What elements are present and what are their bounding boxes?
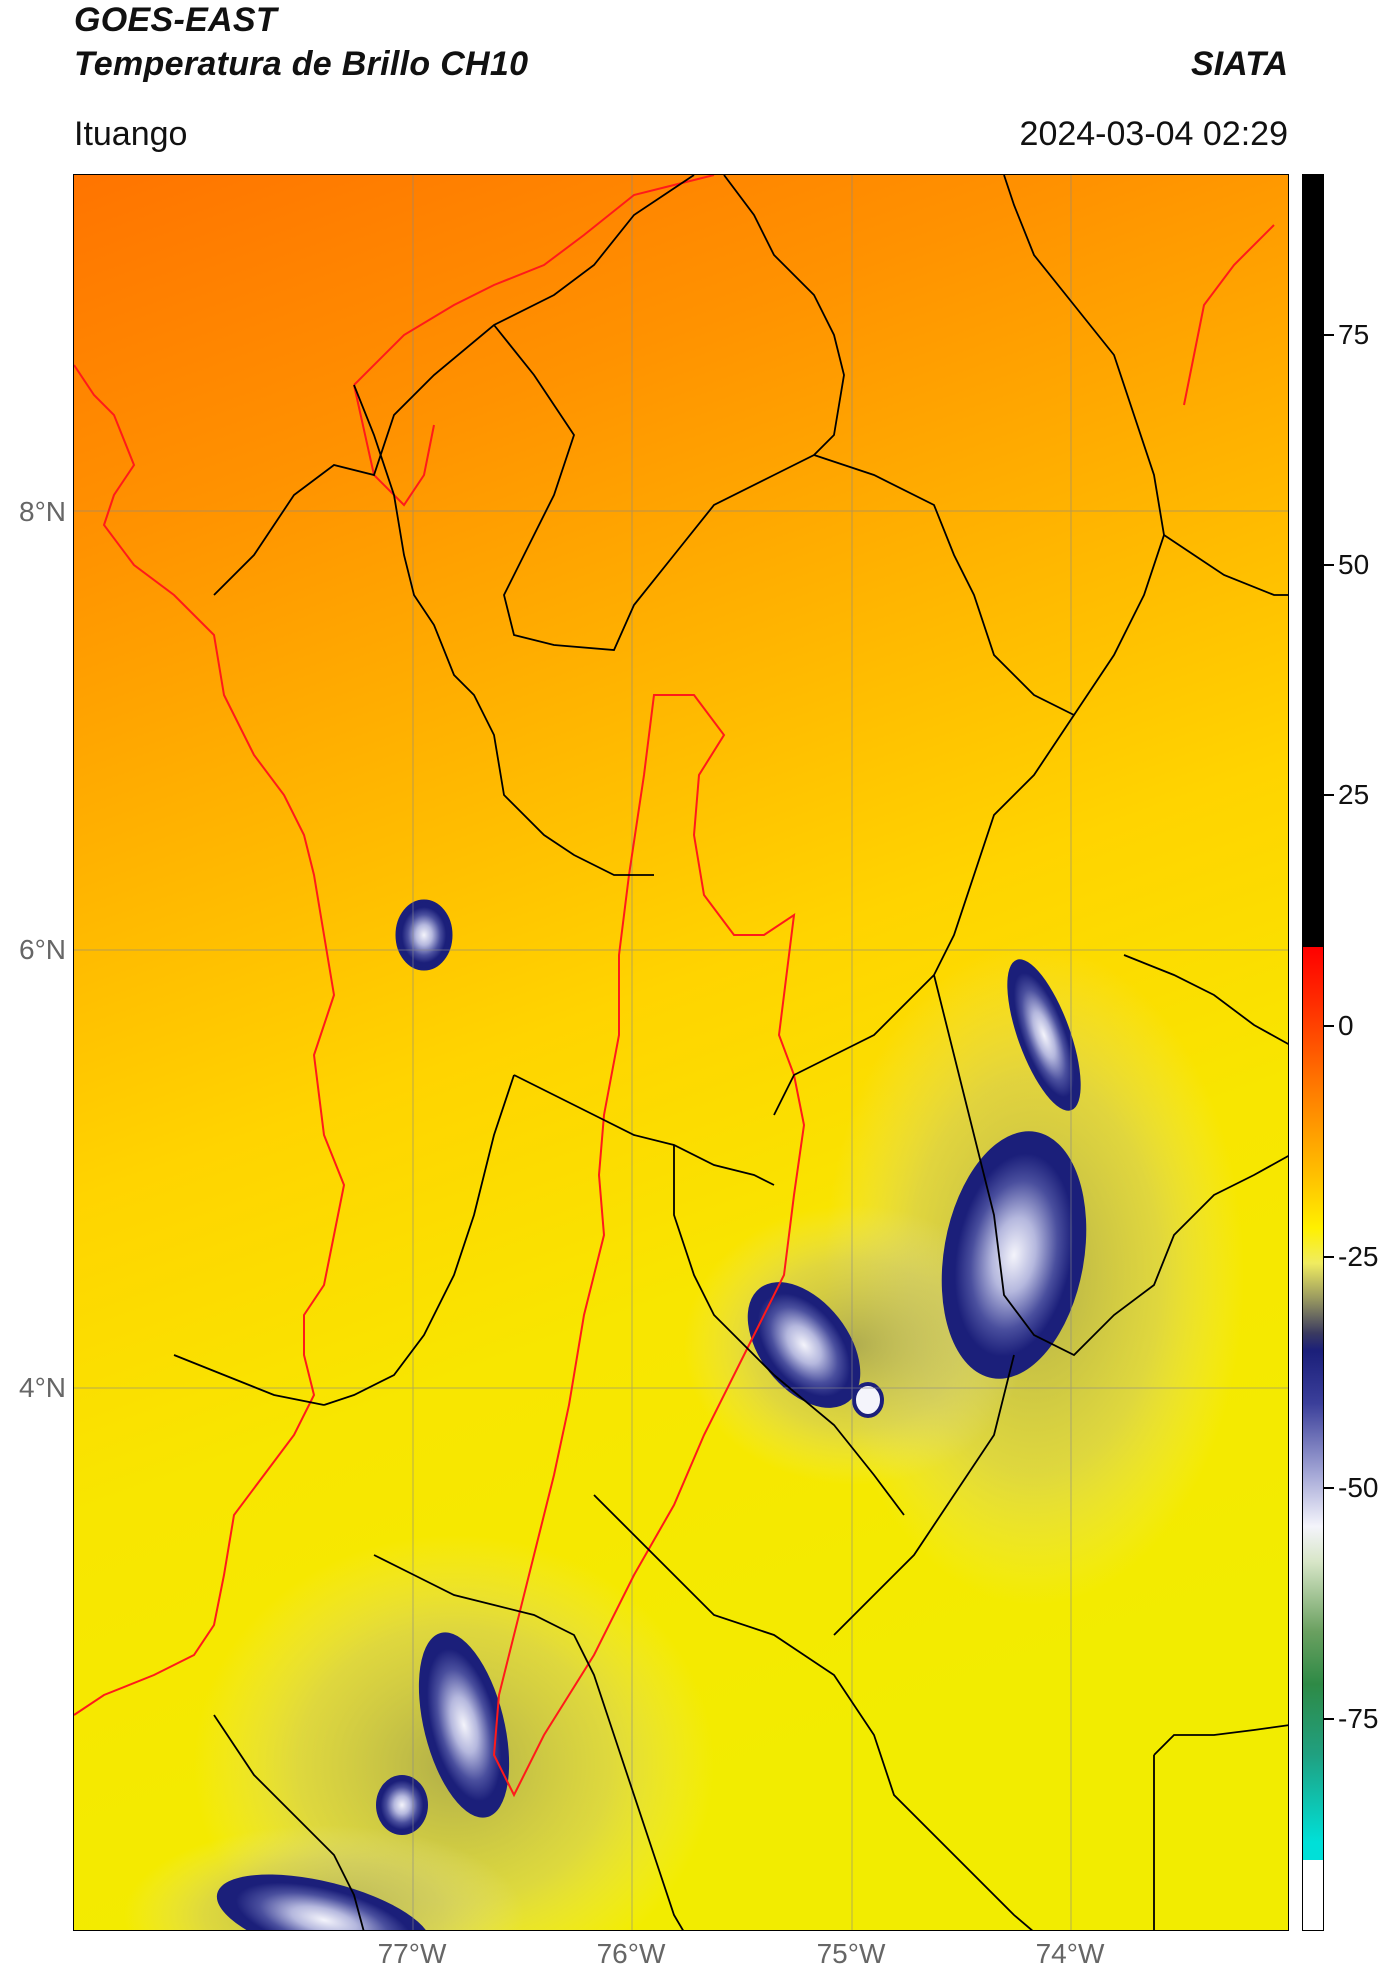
timestamp-label: 2024-03-04 02:29 <box>1019 115 1288 153</box>
lat-label-6n: 6°N <box>19 934 66 965</box>
admin-boundaries <box>173 175 1288 1930</box>
lat-label-4n: 4°N <box>19 1372 66 1403</box>
satellite-map[interactable] <box>73 174 1289 1931</box>
lon-label-74w: 74°W <box>1035 1938 1105 1969</box>
colorbar-label-50: 50 <box>1338 549 1370 580</box>
cloud-cell-west <box>395 899 453 971</box>
lat-label-8n: 8°N <box>19 496 66 527</box>
location-label: Ituango <box>74 115 188 153</box>
colorbar-tick <box>1324 1025 1334 1027</box>
colorbar-label-0: 0 <box>1338 1010 1354 1041</box>
lon-label-76w: 76°W <box>596 1938 666 1969</box>
cloud-cell-east-north <box>1007 959 1081 1111</box>
cloud-cell-small <box>852 1382 884 1418</box>
colorbar-tick <box>1324 794 1334 796</box>
cloud-cell-east-main <box>941 1131 1087 1379</box>
title-line-2: Temperatura de Brillo CH10 <box>74 45 529 83</box>
colorbar-tick <box>1324 1718 1334 1720</box>
lon-label-77w: 77°W <box>377 1938 447 1969</box>
map-canvas <box>74 175 1288 1930</box>
colorbar-tick <box>1324 1487 1334 1489</box>
colorbar-tick <box>1324 564 1334 566</box>
cloud-cell-south <box>418 1632 510 1818</box>
brand-label: SIATA <box>1191 45 1288 83</box>
colorbar-tick <box>1324 334 1334 336</box>
colorbar <box>1302 174 1324 1931</box>
colorbar-label-minus50: -50 <box>1338 1472 1379 1503</box>
cloud-cell-southwest <box>216 1874 432 1930</box>
colorbar-label-25: 25 <box>1338 779 1370 810</box>
coastline-and-watershed <box>74 175 1275 1798</box>
colorbar-tick <box>1324 1256 1334 1258</box>
colorbar-label-75: 75 <box>1338 319 1370 350</box>
lon-label-75w: 75°W <box>816 1938 886 1969</box>
title-line-1: GOES-EAST <box>74 1 277 39</box>
colorbar-label-minus25: -25 <box>1338 1241 1379 1272</box>
cloud-cell-south-small <box>376 1775 428 1835</box>
colorbar-label-minus75: -75 <box>1338 1703 1379 1734</box>
